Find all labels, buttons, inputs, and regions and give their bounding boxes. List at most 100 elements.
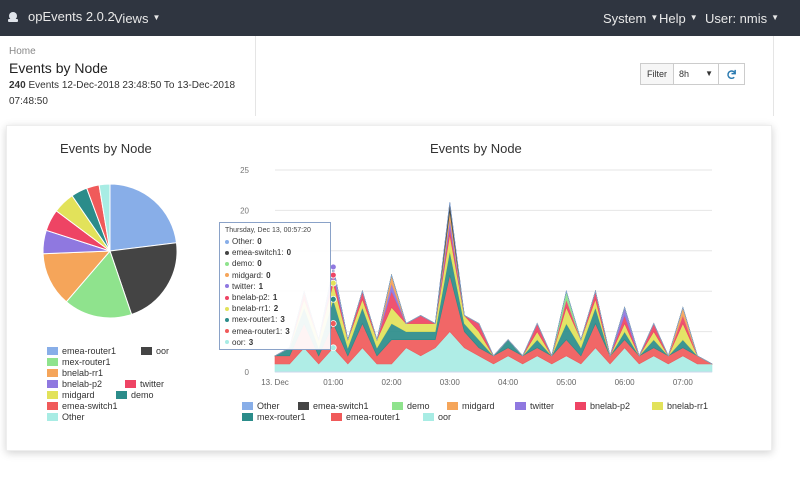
pie-slice-oor[interactable]: [109, 242, 178, 316]
x-tick-label: 01:00: [323, 378, 344, 387]
area-legend-item[interactable]: twitter: [515, 401, 554, 411]
refresh-button[interactable]: [719, 63, 745, 85]
area-legend-item[interactable]: bnelab-p2: [575, 401, 630, 411]
pie-legend-item[interactable]: emea-router1: [47, 346, 116, 356]
legend-swatch: [47, 402, 58, 410]
tooltip-series-dot: [225, 340, 229, 345]
x-tick-label: 13. Dec: [261, 378, 289, 387]
x-tick-label: 03:00: [440, 378, 461, 387]
event-count: 240: [9, 80, 26, 91]
area-chart: 051015202513. Dec01:0002:0003:0004:0005:…: [240, 166, 714, 387]
x-tick-label: 07:00: [673, 378, 694, 387]
legend-label: oor: [156, 346, 170, 356]
legend-swatch: [423, 413, 434, 421]
legend-swatch: [242, 402, 253, 410]
refresh-icon: [727, 69, 736, 79]
tooltip-row: Other: 0: [225, 236, 326, 247]
hover-marker: [329, 320, 337, 327]
tooltip-series-name: emea-router1:: [232, 326, 283, 336]
tooltip-series-value: 0: [286, 248, 292, 258]
pie-legend-item[interactable]: mex-router1: [47, 357, 111, 367]
tooltip-series-name: bnelab-p2:: [232, 293, 270, 303]
tooltip-series-dot: [225, 329, 229, 334]
area-legend-item[interactable]: bnelab-rr1: [652, 401, 708, 411]
y-tick-label: 0: [245, 368, 250, 377]
hover-marker: [329, 279, 337, 287]
breadcrumb-home[interactable]: Home: [9, 46, 36, 57]
legend-swatch: [116, 391, 127, 399]
pie-legend-item[interactable]: bnelab-rr1: [47, 368, 103, 378]
pie-legend-item[interactable]: twitter: [125, 379, 164, 389]
legend-label: midgard: [462, 401, 495, 411]
tooltip-series-name: midgard:: [232, 270, 264, 280]
tooltip-row: emea-switch1: 0: [225, 247, 326, 258]
area-legend-item[interactable]: demo: [392, 401, 430, 411]
y-tick-label: 20: [240, 206, 249, 215]
tooltip-series-name: emea-switch1:: [232, 248, 284, 258]
pie-legend-item[interactable]: bnelab-p2: [47, 379, 102, 389]
legend-swatch: [47, 358, 58, 366]
area-legend-item[interactable]: midgard: [447, 401, 495, 411]
pie-legend-item[interactable]: emea-switch1: [47, 401, 118, 411]
x-tick-label: 02:00: [382, 378, 403, 387]
header-divider: [773, 36, 774, 116]
tooltip-row: bnelab-p2: 1: [225, 292, 326, 303]
tooltip-series-dot: [225, 306, 229, 311]
views-menu[interactable]: Views ▼: [114, 11, 160, 26]
tooltip-series-dot: [225, 317, 229, 322]
area-legend-item[interactable]: oor: [423, 412, 451, 422]
legend-swatch: [515, 402, 526, 410]
hover-marker: [329, 263, 337, 271]
header-divider: [255, 36, 256, 116]
user-menu-label: User: nmis: [705, 11, 768, 26]
pie-legend-item[interactable]: demo: [116, 390, 154, 400]
legend-label: emea-switch1: [62, 401, 118, 411]
tooltip-row: twitter: 1: [225, 281, 326, 292]
tooltip-series-value: 0: [266, 270, 271, 280]
tooltip-series-dot: [225, 239, 229, 244]
chevron-down-icon: ▼: [152, 13, 161, 22]
brand[interactable]: opEvents 2.0.2: [6, 9, 115, 24]
tooltip-date: Thursday, Dec 13, 00:57:20: [225, 227, 311, 234]
help-menu[interactable]: Help ▼: [659, 11, 698, 26]
tooltip-series-dot: [225, 273, 229, 278]
tooltip-series-name: mex-router1:: [232, 315, 278, 325]
area-legend-item[interactable]: emea-router1: [331, 412, 400, 422]
legend-label: bnelab-rr1: [62, 368, 104, 378]
pie-legend-item[interactable]: oor: [141, 346, 169, 356]
tooltip-row: mex-router1: 3: [225, 314, 326, 325]
tooltip-series-dot: [225, 284, 229, 289]
legend-label: demo: [407, 401, 430, 411]
pie-chart: [42, 183, 178, 319]
filter-label: Filter: [640, 63, 673, 85]
filter-controls: Filter 8h ▼: [640, 63, 745, 85]
legend-label: emea-switch1: [313, 401, 369, 411]
legend-swatch: [47, 391, 58, 399]
legend-label: Other: [62, 412, 85, 422]
system-menu[interactable]: System ▼: [603, 11, 658, 26]
x-tick-label: 04:00: [498, 378, 519, 387]
pie-slice-other[interactable]: [98, 183, 111, 252]
legend-label: oor: [438, 412, 452, 422]
pie-slice-emea-router1[interactable]: [109, 183, 178, 252]
legend-label: mex-router1: [257, 412, 306, 422]
area-legend-item[interactable]: Other: [242, 401, 280, 411]
tooltip-series-name: oor:: [232, 337, 246, 347]
pie-slice-mex-router1[interactable]: [65, 250, 133, 319]
pie-legend-item[interactable]: Other: [47, 412, 85, 422]
user-menu[interactable]: User: nmis ▼: [705, 11, 779, 26]
area-legend-item[interactable]: emea-switch1: [298, 401, 369, 411]
pie-slice-bnelab-rr1[interactable]: [42, 250, 112, 303]
pie-chart-title: Events by Node: [60, 141, 152, 156]
time-range-select[interactable]: 8h ▼: [673, 63, 719, 85]
y-tick-label: 25: [240, 166, 249, 175]
legend-swatch: [125, 380, 136, 388]
chart-tooltip: Thursday, Dec 13, 00:57:20 Other: 0 emea-…: [219, 222, 331, 350]
tooltip-series-name: demo:: [232, 259, 255, 269]
pie-legend-item[interactable]: midgard: [47, 390, 95, 400]
legend-label: emea-router1: [62, 346, 117, 356]
area-legend-item[interactable]: mex-router1: [242, 412, 306, 422]
tooltip-row: emea-router1: 3: [225, 326, 326, 337]
legend-swatch: [652, 402, 663, 410]
